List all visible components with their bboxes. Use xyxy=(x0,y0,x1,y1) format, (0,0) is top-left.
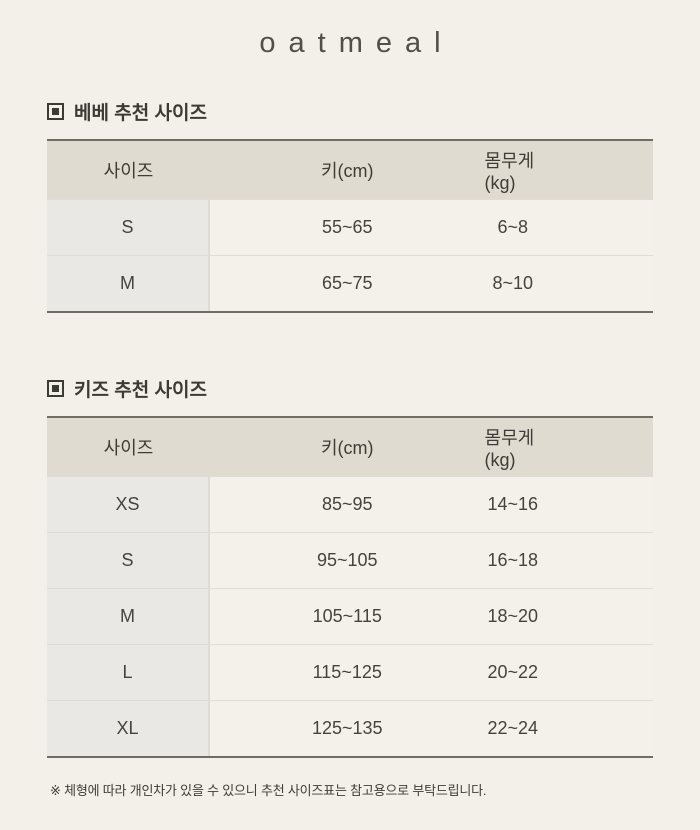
column-header-height: 키(cm) xyxy=(320,161,374,181)
cell-weight: 8~10 xyxy=(492,273,534,293)
table-row: M 105~115 18~20 xyxy=(47,588,653,644)
section-title-text: 키즈 추천 사이즈 xyxy=(74,380,207,401)
cell-size: XL xyxy=(47,701,210,756)
square-bullet-inner xyxy=(52,108,59,115)
table-row: L 115~125 20~22 xyxy=(47,644,653,700)
table-row: S 55~65 6~8 xyxy=(47,199,653,255)
cell-size: L xyxy=(47,645,210,700)
cell-size: S xyxy=(47,200,210,255)
square-bullet-icon xyxy=(47,380,64,397)
column-header-size: 사이즈 xyxy=(103,161,154,181)
cell-height: 85~95 xyxy=(321,494,373,514)
cell-height: 65~75 xyxy=(321,273,373,293)
column-header-weight: 몸무게(kg) xyxy=(484,150,535,193)
table-header-row: 사이즈 키(cm) 몸무게(kg) xyxy=(47,141,653,199)
table-row: M 65~75 8~10 xyxy=(47,255,653,311)
cell-height: 105~115 xyxy=(312,606,382,626)
table-row: S 95~105 16~18 xyxy=(47,532,653,588)
cell-size: S xyxy=(47,533,210,588)
column-header-height: 키(cm) xyxy=(320,438,374,458)
cell-weight: 18~20 xyxy=(487,606,539,626)
section-title-kids: 키즈 추천 사이즈 xyxy=(47,375,653,402)
footnote: ※ 체형에 따라 개인차가 있을 수 있으니 추천 사이즈표는 참고용으로 부탁… xyxy=(50,783,487,798)
cell-height: 115~125 xyxy=(312,662,382,682)
cell-weight: 6~8 xyxy=(497,217,529,237)
cell-weight: 20~22 xyxy=(487,662,539,682)
cell-size: XS xyxy=(47,477,210,532)
cell-size: M xyxy=(47,589,210,644)
table-row: XS 85~95 14~16 xyxy=(47,476,653,532)
kids-size-table: 사이즈 키(cm) 몸무게(kg) XS 85~95 14~16 S 95~105 16~… xyxy=(47,416,653,758)
cell-weight: 22~24 xyxy=(487,718,539,738)
column-header-weight: 몸무게(kg) xyxy=(484,427,535,470)
content-area: 베베 추천 사이즈 사이즈 키(cm) 몸무게(kg) S 55~65 6~8 M 65… xyxy=(47,98,653,758)
cell-height: 55~65 xyxy=(321,217,373,237)
section-title-text: 베베 추천 사이즈 xyxy=(74,103,207,124)
section-kids-size: 키즈 추천 사이즈 사이즈 키(cm) 몸무게(kg) XS 85~95 14~16… xyxy=(47,375,653,758)
square-bullet-inner xyxy=(52,385,59,392)
square-bullet-icon xyxy=(47,103,64,120)
bebe-size-table: 사이즈 키(cm) 몸무게(kg) S 55~65 6~8 M 65~75 8~10 xyxy=(47,139,653,313)
section-title-bebe: 베베 추천 사이즈 xyxy=(47,98,653,125)
brand-logo: oatmeal xyxy=(259,27,454,59)
table-body: S 55~65 6~8 M 65~75 8~10 xyxy=(47,199,653,311)
cell-size: M xyxy=(47,256,210,311)
cell-height: 125~135 xyxy=(311,718,383,738)
cell-height: 95~105 xyxy=(316,550,378,570)
table-header-row: 사이즈 키(cm) 몸무게(kg) xyxy=(47,418,653,476)
table-body: XS 85~95 14~16 S 95~105 16~18 M 105~115 18~20 L 11… xyxy=(47,476,653,756)
column-header-size: 사이즈 xyxy=(103,438,154,458)
table-row: XL 125~135 22~24 xyxy=(47,700,653,756)
section-bebe-size: 베베 추천 사이즈 사이즈 키(cm) 몸무게(kg) S 55~65 6~8 M 65… xyxy=(47,98,653,313)
cell-weight: 14~16 xyxy=(487,494,539,514)
cell-weight: 16~18 xyxy=(487,550,539,570)
